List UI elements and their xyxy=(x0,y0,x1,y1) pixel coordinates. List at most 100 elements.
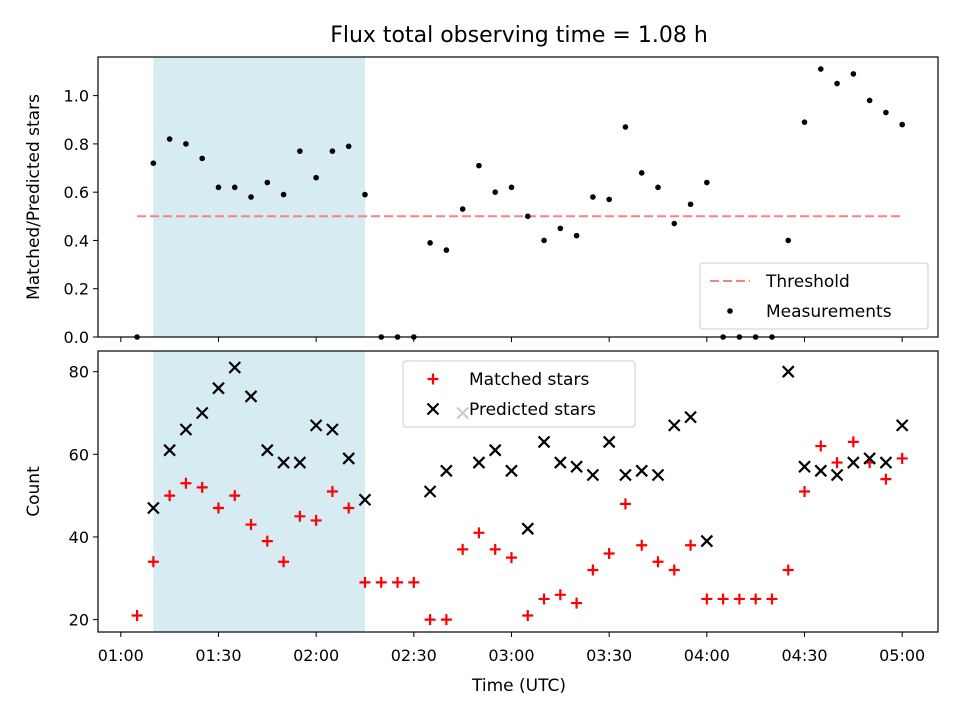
predicted-star-point xyxy=(228,361,242,374)
matched-star-point xyxy=(619,498,631,510)
predicted-star-point xyxy=(244,390,258,403)
matched-star-point xyxy=(343,502,355,514)
ratio-panel-frame xyxy=(97,56,939,338)
ratio-panel-y-label: Matched/Predicted stars xyxy=(24,94,44,300)
matched-star-point xyxy=(440,614,452,626)
x-tick-label: 02:00 xyxy=(293,646,339,665)
x-tick-label: 04:30 xyxy=(781,646,827,665)
y-tick-label: 0.4 xyxy=(64,231,89,250)
matched-star-point xyxy=(424,614,436,626)
matched-star-point xyxy=(815,440,827,452)
matched-star-point xyxy=(326,486,338,497)
measurement-point xyxy=(280,191,287,198)
measurement-point xyxy=(671,220,678,227)
measurement-point xyxy=(313,174,319,181)
measurement-point xyxy=(427,240,433,246)
predicted-star-point xyxy=(309,419,323,432)
matched-star-point xyxy=(733,593,745,605)
predicted-star-point xyxy=(195,406,209,420)
x-axis-label: Time (UTC) xyxy=(471,676,566,696)
predicted-star-point xyxy=(423,485,437,498)
measurement-point xyxy=(150,160,157,167)
matched-star-point xyxy=(685,539,697,551)
matched-star-point xyxy=(310,514,322,526)
matched-star-point xyxy=(896,452,908,464)
legend-plus-swatch xyxy=(427,373,439,385)
matched-star-point xyxy=(571,597,583,609)
y-tick-label: 0.0 xyxy=(64,328,89,347)
measurement-point xyxy=(883,109,889,116)
measurement-point xyxy=(524,213,531,220)
matched-star-point xyxy=(717,593,729,605)
matched-star-point xyxy=(603,547,615,559)
predicted-star-point xyxy=(554,456,567,469)
matched-star-point xyxy=(131,609,143,621)
matched-star-point xyxy=(408,576,420,588)
measurement-point xyxy=(166,136,173,142)
measurement-point xyxy=(655,184,661,191)
matched-star-point xyxy=(489,543,501,555)
measurement-point xyxy=(541,237,547,244)
matched-star-point xyxy=(375,576,387,588)
predicted-star-point xyxy=(602,435,616,449)
predicted-star-point xyxy=(895,419,909,432)
count-panel-frame xyxy=(97,350,939,633)
predicted-star-point xyxy=(342,452,355,465)
predicted-star-point xyxy=(830,468,844,482)
measurement-point xyxy=(557,225,564,232)
predicted-star-point xyxy=(781,365,795,378)
predicted-star-point xyxy=(684,410,697,424)
matched-star-point xyxy=(880,473,892,485)
predicted-star-point xyxy=(472,456,486,469)
x-tick-label: 05:00 xyxy=(879,646,925,665)
matched-star-point xyxy=(587,564,599,576)
ratio-panel: 0.0 0.2 0.4 0.6 0.8 1.0 Matched/Predicted sta… xyxy=(24,56,939,347)
predicted-star-point xyxy=(147,501,160,515)
ratio-panel-x-ticks xyxy=(120,337,903,342)
measurement-point xyxy=(443,247,450,253)
matched-star-point xyxy=(261,535,273,547)
measurement-point xyxy=(687,201,694,208)
matched-star-point xyxy=(554,589,566,601)
measurement-point xyxy=(638,170,645,176)
measurement-point xyxy=(801,119,808,125)
predicted-star-point xyxy=(293,456,307,469)
matched-star-point xyxy=(799,486,811,497)
predicted-star-point xyxy=(163,443,176,457)
matched-star-point xyxy=(212,502,224,514)
matched-star-point xyxy=(782,564,794,576)
x-tick-label: 01:30 xyxy=(195,646,241,665)
y-tick-label: 20 xyxy=(69,611,89,630)
measurement-point xyxy=(785,237,792,244)
measurement-point xyxy=(492,189,499,195)
y-tick-label: 0.2 xyxy=(64,280,89,299)
measurement-point xyxy=(704,179,710,186)
matched-star-point xyxy=(652,556,664,568)
legend-label: Matched stars xyxy=(469,370,589,390)
x-tick-label: 03:00 xyxy=(488,646,534,665)
predicted-star-point xyxy=(179,423,193,436)
legend-label: Measurements xyxy=(766,302,892,322)
chart-title: Flux total observing time = 1.08 h xyxy=(330,23,708,48)
measurement-point xyxy=(329,148,336,154)
matched-star-point xyxy=(245,519,257,531)
matched-star-point xyxy=(522,609,534,621)
y-tick-label: 0.8 xyxy=(64,135,89,154)
measurement-point xyxy=(834,80,840,87)
measurement-point xyxy=(183,141,189,147)
matched-star-point xyxy=(359,576,371,588)
y-tick-label: 40 xyxy=(69,528,89,547)
predicted-star-point xyxy=(668,419,681,432)
measurement-point xyxy=(590,194,596,200)
predicted-star-point xyxy=(326,423,339,436)
count-panel-y-ticks: 20 40 60 80 xyxy=(69,363,98,630)
measurement-point xyxy=(345,143,352,150)
predicted-star-point xyxy=(635,464,648,478)
measurement-point xyxy=(573,232,580,239)
predicted-star-point xyxy=(798,460,811,473)
count-panel-y-label: Count xyxy=(24,466,44,517)
measurement-point xyxy=(459,206,466,212)
measurement-point xyxy=(899,121,905,128)
predicted-star-point xyxy=(619,468,632,482)
